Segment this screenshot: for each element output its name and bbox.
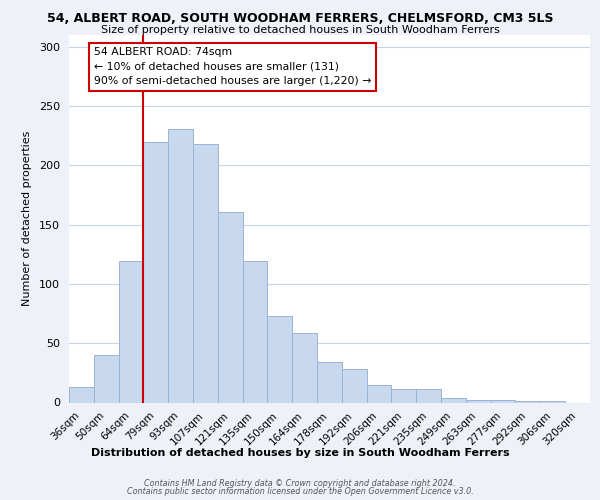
Text: 54, ALBERT ROAD, SOUTH WOODHAM FERRERS, CHELMSFORD, CM3 5LS: 54, ALBERT ROAD, SOUTH WOODHAM FERRERS, … <box>47 12 553 26</box>
Bar <box>441 398 466 402</box>
Bar <box>119 262 143 402</box>
Bar <box>168 128 193 402</box>
Bar <box>391 390 416 402</box>
Bar <box>342 370 367 402</box>
Text: Distribution of detached houses by size in South Woodham Ferrers: Distribution of detached houses by size … <box>91 448 509 458</box>
Bar <box>218 212 242 402</box>
Bar <box>94 355 119 403</box>
Bar <box>143 142 168 402</box>
Bar <box>69 387 94 402</box>
Bar <box>317 362 342 403</box>
Bar <box>193 144 218 403</box>
Text: 54 ALBERT ROAD: 74sqm
← 10% of detached houses are smaller (131)
90% of semi-det: 54 ALBERT ROAD: 74sqm ← 10% of detached … <box>94 47 371 86</box>
Bar <box>292 332 317 402</box>
Text: Size of property relative to detached houses in South Woodham Ferrers: Size of property relative to detached ho… <box>101 25 499 35</box>
Bar <box>242 262 268 402</box>
Bar <box>367 384 391 402</box>
Text: Contains HM Land Registry data © Crown copyright and database right 2024.: Contains HM Land Registry data © Crown c… <box>144 478 456 488</box>
Bar <box>416 390 441 402</box>
Bar <box>466 400 491 402</box>
Y-axis label: Number of detached properties: Number of detached properties <box>22 131 32 306</box>
Bar <box>491 400 515 402</box>
Text: Contains public sector information licensed under the Open Government Licence v3: Contains public sector information licen… <box>127 487 473 496</box>
Bar <box>268 316 292 402</box>
